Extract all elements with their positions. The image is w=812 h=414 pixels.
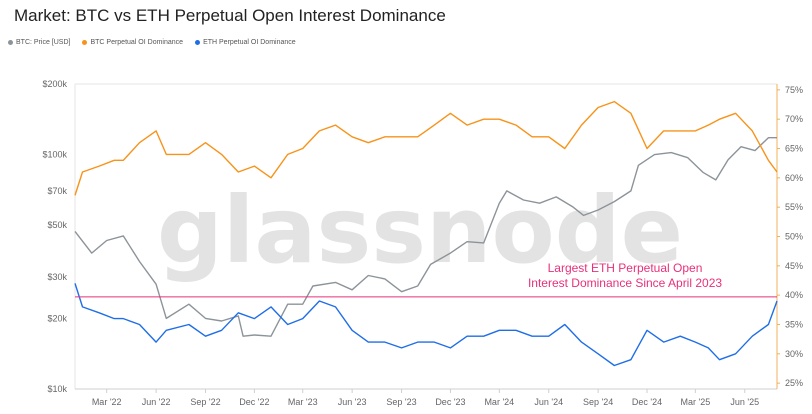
legend-label-btc-price: BTC: Price [USD] (16, 39, 71, 46)
x-tick-label: Mar '23 (288, 397, 318, 407)
x-tick-label: Sep '24 (583, 397, 613, 407)
x-tick-label: Sep '22 (190, 397, 220, 407)
watermark: glassnode (157, 177, 683, 284)
left-tick-label: $50k (47, 220, 67, 230)
x-tick-label: Jun '25 (730, 397, 759, 407)
right-tick-label: 65% (785, 144, 803, 154)
series-line-btc-price (74, 136, 777, 337)
right-tick-label: 35% (785, 319, 803, 329)
left-tick-label: $30k (47, 272, 67, 282)
series-line-btc-oi-dominance (74, 100, 778, 196)
left-tick-label: $20k (47, 313, 67, 323)
right-tick-label: 25% (785, 378, 803, 388)
x-axis-ticks: Mar '22 Jun '22 Sep '22 Dec '22 Mar '23 Jun '… (92, 389, 759, 407)
left-tick-label: $200k (42, 79, 67, 89)
x-tick-label: Dec '24 (632, 397, 662, 407)
right-tick-label: 60% (785, 173, 803, 183)
legend-item-btc-price[interactable]: BTC: Price [USD] (8, 39, 70, 46)
annotation-line-2: Interest Dominance Since April 2023 (528, 276, 722, 290)
series-layer (74, 100, 778, 367)
x-tick-label: Jun '24 (534, 397, 563, 407)
annotation-line-1: Largest ETH Perpetual Open (548, 261, 703, 275)
left-tick-label: $70k (47, 186, 67, 196)
left-tick-label: $100k (42, 150, 67, 160)
x-tick-label: Dec '22 (239, 397, 269, 407)
chart-legend: BTC: Price [USD] BTC Perpetual OI Domina… (8, 39, 296, 46)
legend-label-btc-oi: BTC Perpetual OI Dominance (90, 39, 184, 46)
x-tick-label: Jun '22 (142, 397, 171, 407)
legend-dot-btc-oi (82, 40, 88, 45)
legend-item-btc-oi[interactable]: BTC Perpetual OI Dominance (82, 39, 183, 46)
right-tick-label: 55% (785, 202, 803, 212)
right-tick-label: 45% (785, 261, 803, 271)
x-tick-label: Mar '22 (92, 397, 122, 407)
right-tick-label: 30% (785, 349, 803, 359)
left-axis-ticks: $10k $20k $30k $50k $70k $100k $200k (42, 79, 67, 394)
x-tick-label: Mar '24 (484, 397, 514, 407)
right-tick-label: 70% (785, 114, 803, 124)
right-tick-label: 75% (785, 85, 803, 95)
x-tick-label: Jun '23 (338, 397, 367, 407)
legend-dot-btc-price (8, 40, 13, 45)
right-axis-ticks: 25% 30% 35% 40% 45% 50% 55% 60% 65% 70% 75% (777, 85, 803, 388)
x-tick-label: Dec '23 (435, 397, 465, 407)
right-tick-label: 40% (785, 290, 803, 300)
right-tick-label: 50% (785, 232, 803, 242)
x-tick-label: Sep '23 (386, 397, 416, 407)
legend-dot-eth-oi (195, 40, 201, 45)
legend-item-eth-oi[interactable]: ETH Perpetual OI Dominance (195, 39, 296, 46)
left-tick-label: $10k (47, 384, 67, 394)
legend-label-eth-oi: ETH Perpetual OI Dominance (203, 39, 296, 46)
chart-title: Market: BTC vs ETH Perpetual Open Intere… (14, 6, 446, 25)
x-tick-label: Mar '25 (680, 397, 710, 407)
series-line-eth-oi-dominance (74, 283, 778, 367)
